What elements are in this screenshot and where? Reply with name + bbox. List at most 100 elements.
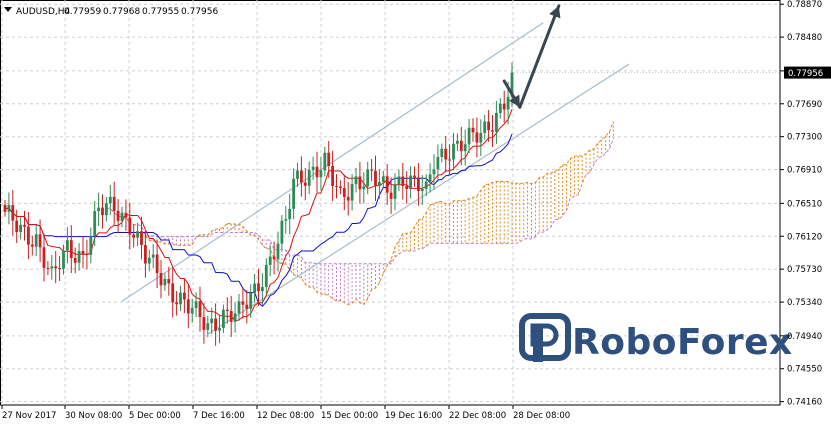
header-open: 0.77959 xyxy=(64,7,101,17)
candle-body xyxy=(237,301,241,314)
candle-body xyxy=(19,224,22,233)
candle-body xyxy=(483,121,487,133)
y-tick-label: 0.76510 xyxy=(787,199,822,209)
candle-body xyxy=(339,186,342,189)
forecast-arrow-head xyxy=(549,5,561,19)
candle-body xyxy=(225,309,229,311)
candle-body xyxy=(54,266,58,269)
candle-body xyxy=(315,166,319,178)
candle-body xyxy=(495,112,498,132)
candle-body xyxy=(42,247,46,268)
candle-body xyxy=(405,185,409,190)
candle-body xyxy=(374,170,377,186)
candle-body xyxy=(101,207,104,216)
candle-body xyxy=(198,301,202,318)
x-tick-label: 27 Nov 2017 xyxy=(2,411,56,421)
candle-body xyxy=(366,169,370,187)
candle-body xyxy=(214,318,217,331)
candle-body xyxy=(475,132,479,143)
candle-body xyxy=(424,181,428,189)
candle-body xyxy=(93,211,97,236)
current-price-label: 0.77956 xyxy=(788,69,823,79)
forecast-arrow-shaft xyxy=(518,4,561,109)
candle-body xyxy=(471,127,475,133)
candle-body xyxy=(272,256,276,260)
candle-body xyxy=(335,185,338,187)
y-tick-label: 0.77300 xyxy=(787,133,822,143)
candle-body xyxy=(280,220,284,244)
candle-body xyxy=(38,234,42,248)
candle-body xyxy=(186,299,190,314)
candle-body xyxy=(487,121,490,131)
candle-body xyxy=(112,196,116,211)
candle-body xyxy=(327,152,331,166)
candle-body xyxy=(27,226,30,245)
candle-body xyxy=(479,132,483,143)
candle-body xyxy=(413,175,416,178)
candle-body xyxy=(155,254,159,274)
y-tick-label: 0.74160 xyxy=(787,398,822,408)
candle-body xyxy=(183,292,186,300)
candle-body xyxy=(202,317,206,330)
roboforex-logo: RoboForex xyxy=(519,313,792,363)
candle-body xyxy=(241,301,245,305)
dropdown-triangle-icon[interactable] xyxy=(4,7,12,12)
y-tick-label: 0.74940 xyxy=(787,332,822,342)
candle-body xyxy=(206,323,210,330)
candle-body xyxy=(292,178,295,209)
chart-header: AUDUSD,H4 0.77959 0.77968 0.77955 0.7795… xyxy=(4,7,218,17)
candle-body xyxy=(58,268,61,270)
candle-body xyxy=(97,207,100,212)
candle-body xyxy=(124,212,128,218)
candle-body xyxy=(459,140,463,152)
candle-body xyxy=(491,130,494,132)
x-tick-label: 28 Dec 08:00 xyxy=(513,411,570,421)
candle-body xyxy=(440,148,444,158)
candle-body xyxy=(194,301,198,309)
candle-body xyxy=(3,204,7,212)
candle-body xyxy=(218,327,221,331)
candle-body xyxy=(409,175,412,190)
candle-body xyxy=(350,184,354,201)
candle-body xyxy=(467,127,471,145)
x-tick-label: 15 Dec 00:00 xyxy=(321,411,378,421)
candle-body xyxy=(319,170,323,178)
senkou-span-a xyxy=(106,121,614,306)
candle-body xyxy=(261,286,264,292)
header-symbol: AUDUSD,H4 xyxy=(16,7,71,17)
candle-body xyxy=(23,224,26,227)
forecast-arrows xyxy=(502,4,561,109)
candle-body xyxy=(179,292,182,305)
candle-body xyxy=(311,166,315,170)
candle-body xyxy=(175,302,178,305)
candle-body xyxy=(233,313,237,322)
header-high: 0.77968 xyxy=(103,7,140,17)
header-low: 0.77955 xyxy=(142,7,179,17)
candle-body xyxy=(249,293,253,309)
candle-body xyxy=(81,250,85,255)
candle-body xyxy=(420,188,424,192)
candle-body xyxy=(444,148,448,160)
plot-frame xyxy=(0,0,781,406)
candle-body xyxy=(159,273,163,286)
candle-body xyxy=(498,103,502,113)
candle-body xyxy=(66,240,69,251)
candle-body xyxy=(354,176,358,185)
y-tick-label: 0.77690 xyxy=(787,100,822,110)
candle-body xyxy=(136,231,139,238)
y-tick-label: 0.74550 xyxy=(787,365,822,375)
candle-body xyxy=(323,152,327,171)
y-tick-label: 0.76120 xyxy=(787,232,822,242)
candle-body xyxy=(140,231,143,245)
x-tick-label: 12 Dec 08:00 xyxy=(257,411,314,421)
candle-body xyxy=(34,234,38,247)
candle-body xyxy=(362,186,366,190)
candle-body xyxy=(85,254,89,256)
forecast-arrow-head xyxy=(509,94,520,108)
candle-body xyxy=(15,220,19,233)
candle-body xyxy=(108,196,112,204)
candle-body xyxy=(46,267,50,269)
candle-body xyxy=(144,244,147,264)
